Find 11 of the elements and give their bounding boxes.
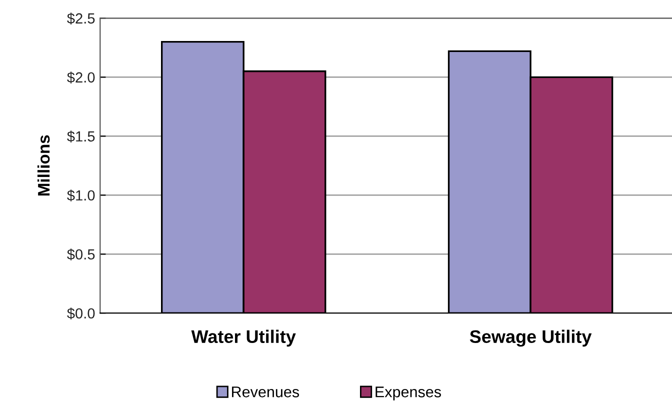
y-tick-label: $0.0 [67, 308, 95, 320]
y-tick-label: $2.0 [67, 72, 95, 84]
y-tick-label: $1.5 [67, 130, 95, 142]
x-tick-label: Water Utility [191, 330, 296, 347]
y-tick-label: $1.0 [67, 190, 95, 202]
y-tick-label: $2.5 [67, 12, 95, 24]
x-tick-label: Sewage Utility [470, 330, 592, 347]
y-tick-label: $0.5 [67, 248, 95, 260]
legend-label: Expenses [376, 386, 441, 400]
legend-label: Revenues [232, 386, 300, 398]
y-axis-title: Millions [37, 135, 50, 196]
